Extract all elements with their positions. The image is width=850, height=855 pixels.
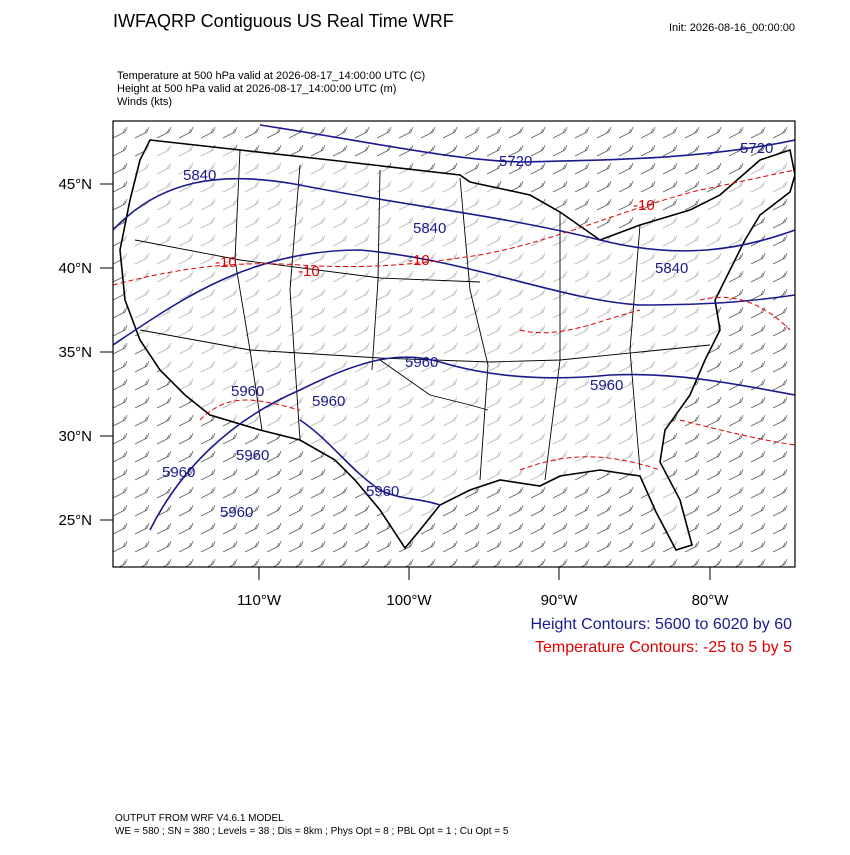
temperature-label: -10	[215, 254, 237, 271]
longitude-label: 110°W	[237, 592, 282, 609]
height-label: 5960	[236, 447, 269, 464]
latitude-label: 25°N	[58, 512, 92, 529]
height-contours	[113, 124, 795, 531]
footer-line: WE = 580 ; SN = 380 ; Levels = 38 ; Dis …	[115, 826, 509, 837]
temperature-label: -10	[298, 263, 320, 280]
longitude-label: 80°W	[692, 592, 730, 609]
height-label: 5720	[740, 140, 773, 157]
latitude-label: 30°N	[58, 428, 92, 445]
temperature-contours	[113, 169, 795, 471]
height-label: 5960	[312, 393, 345, 410]
height-label: 5960	[231, 383, 264, 400]
latitude-label: 40°N	[58, 260, 92, 277]
height-label: 5840	[655, 260, 688, 277]
map: 5840 5720 5720 5840 5840 5960 5960 5960 …	[113, 121, 795, 567]
height-label: 5960	[405, 354, 438, 371]
state-borders	[134, 149, 711, 481]
latitude-label: 35°N	[58, 344, 92, 361]
height-label: 5840	[183, 167, 216, 184]
field-description: Height at 500 hPa valid at 2026-08-17_14…	[117, 83, 396, 95]
height-label: 5960	[220, 504, 253, 521]
temperature-label: -10	[633, 197, 655, 214]
coastline	[119, 139, 795, 551]
temperature-label: -10	[408, 252, 430, 269]
footer-line: OUTPUT FROM WRF V4.6.1 MODEL	[115, 813, 284, 824]
height-label: 5960	[590, 377, 623, 394]
init-time: Init: 2026-08-16_00:00:00	[669, 22, 795, 34]
axis-ticks	[100, 183, 711, 580]
height-label: 5960	[162, 464, 195, 481]
height-label: 5960	[366, 483, 399, 500]
longitude-label: 100°W	[386, 592, 432, 609]
height-legend: Height Contours: 5600 to 6020 by 60	[530, 616, 792, 633]
height-label: 5840	[413, 220, 446, 237]
longitude-label: 90°W	[541, 592, 579, 609]
latitude-label: 45°N	[58, 176, 92, 193]
height-label: 5720	[499, 153, 532, 170]
field-description: Temperature at 500 hPa valid at 2026-08-…	[117, 70, 425, 82]
field-description: Winds (kts)	[117, 96, 172, 108]
temperature-legend: Temperature Contours: -25 to 5 by 5	[535, 639, 792, 656]
title: IWFAQRP Contiguous US Real Time WRF	[113, 11, 454, 31]
map-frame	[112, 120, 796, 568]
